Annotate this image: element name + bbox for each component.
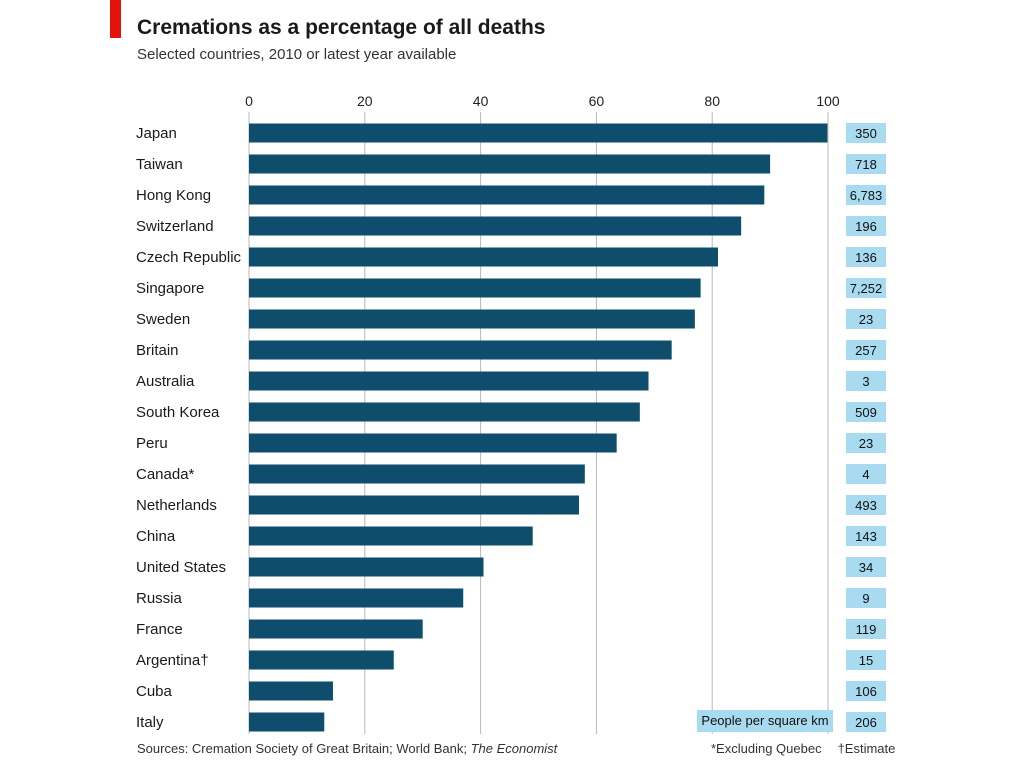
bar [249, 185, 765, 205]
category-label: South Korea [136, 404, 220, 421]
bar [249, 495, 580, 515]
density-box [846, 588, 886, 608]
density-box [846, 433, 886, 453]
density-value: 6,783 [850, 188, 883, 203]
bar [249, 588, 464, 608]
density-value: 4 [862, 467, 869, 482]
density-value: 350 [855, 126, 877, 141]
bar [249, 216, 742, 236]
footnote-quebec: *Excluding Quebec [711, 741, 822, 756]
category-label: Netherlands [136, 497, 217, 514]
density-box [846, 154, 886, 174]
footnotes: *Excluding Quebec †Estimate [711, 741, 895, 756]
category-label: Japan [136, 125, 177, 142]
bar [249, 619, 423, 639]
accent-tag [110, 0, 121, 38]
bar [249, 278, 701, 298]
density-value: 493 [855, 498, 877, 513]
bar [249, 154, 771, 174]
density-box [846, 495, 886, 515]
category-label: Cuba [136, 683, 173, 700]
density-value: 15 [859, 653, 873, 668]
density-value: 23 [859, 436, 873, 451]
chart-subtitle: Selected countries, 2010 or latest year … [137, 46, 457, 63]
bar [249, 402, 640, 422]
category-label: Canada* [136, 466, 195, 483]
x-tick-label: 80 [704, 93, 720, 109]
category-label: Czech Republic [136, 249, 242, 266]
density-box [846, 216, 886, 236]
footnote-estimate: †Estimate [837, 741, 896, 756]
density-value: 718 [855, 157, 877, 172]
category-label: Argentina† [136, 652, 209, 669]
density-box [846, 464, 886, 484]
category-label: France [136, 621, 183, 638]
category-label: Italy [136, 714, 164, 731]
category-label: United States [136, 559, 226, 576]
density-box [846, 619, 886, 639]
bar [249, 247, 718, 267]
density-box [846, 650, 886, 670]
category-label: Sweden [136, 311, 190, 328]
density-value: 206 [855, 715, 877, 730]
density-box [846, 185, 886, 205]
density-box [846, 309, 886, 329]
density-box [846, 278, 886, 298]
category-label: Australia [136, 373, 195, 390]
x-tick-label: 40 [473, 93, 489, 109]
bar [249, 464, 585, 484]
bar [249, 650, 394, 670]
bar [249, 557, 484, 577]
category-label: Switzerland [136, 218, 214, 235]
density-value: 143 [855, 529, 877, 544]
sources-text: Sources: Cremation Society of Great Brit… [137, 741, 471, 756]
bar [249, 340, 672, 360]
category-label: Singapore [136, 280, 204, 297]
bar [249, 526, 533, 546]
density-label: People per square km [697, 710, 833, 732]
density-value: 196 [855, 219, 877, 234]
bar [249, 681, 333, 701]
density-value: 23 [859, 312, 873, 327]
category-label: Hong Kong [136, 187, 211, 204]
x-tick-label: 60 [589, 93, 605, 109]
density-value: 3 [862, 374, 869, 389]
density-box [846, 371, 886, 391]
density-value: 119 [856, 622, 877, 637]
chart-title: Cremations as a percentage of all deaths [137, 16, 546, 39]
density-value: 34 [859, 560, 873, 575]
x-tick-label: 20 [357, 93, 373, 109]
category-label: China [136, 528, 176, 545]
category-label: Britain [136, 342, 179, 359]
density-box [846, 247, 886, 267]
density-box [846, 123, 886, 143]
density-value: 106 [855, 684, 877, 699]
density-value: 136 [855, 250, 877, 265]
bar [249, 433, 617, 453]
density-box [846, 681, 886, 701]
density-box [846, 402, 886, 422]
density-value: 7,252 [850, 281, 883, 296]
density-box [846, 526, 886, 546]
density-value: 257 [855, 343, 877, 358]
category-label: Russia [136, 590, 183, 607]
density-box [846, 557, 886, 577]
density-value: 509 [855, 405, 877, 420]
bar [249, 123, 828, 143]
sources-italic: The Economist [470, 741, 558, 756]
category-label: Peru [136, 435, 168, 452]
bar [249, 371, 649, 391]
bar [249, 309, 695, 329]
x-tick-label: 100 [816, 93, 840, 109]
sources-note: Sources: Cremation Society of Great Brit… [137, 741, 557, 756]
density-value: 9 [862, 591, 869, 606]
bar [249, 712, 325, 732]
density-box [846, 712, 886, 732]
density-box [846, 340, 886, 360]
category-label: Taiwan [136, 156, 183, 173]
x-tick-label: 0 [245, 93, 253, 109]
